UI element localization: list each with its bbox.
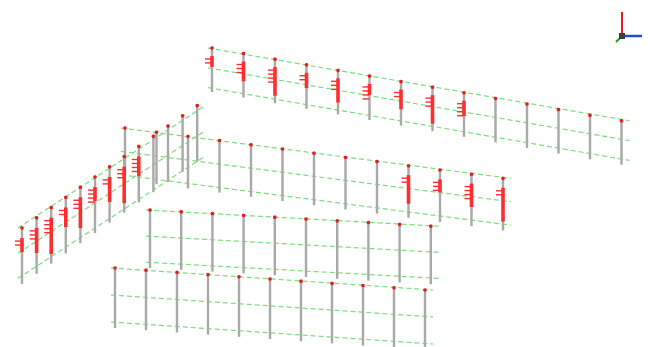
joint — [123, 126, 127, 130]
joint — [20, 226, 24, 230]
force-bar — [34, 227, 39, 254]
joint — [280, 147, 285, 151]
beam-line — [120, 150, 512, 203]
beam-line — [120, 174, 512, 226]
joint — [343, 155, 348, 160]
beam-line — [207, 47, 630, 122]
joint — [438, 168, 442, 172]
joint — [423, 288, 427, 292]
beam-line — [17, 105, 206, 229]
joint — [406, 164, 411, 168]
joint — [397, 222, 402, 227]
beam-line — [207, 87, 630, 161]
force-bar — [122, 166, 126, 204]
joint — [210, 211, 215, 216]
joint — [241, 51, 246, 56]
joint — [399, 79, 403, 84]
joint — [268, 277, 272, 281]
beam-line — [110, 294, 434, 318]
joint — [154, 130, 159, 134]
beam-line — [145, 209, 439, 227]
joint — [525, 102, 529, 106]
axis-triad-icon — [615, 12, 642, 43]
joint — [107, 165, 112, 169]
joint — [113, 266, 117, 270]
joint — [122, 154, 126, 159]
joint — [180, 114, 185, 118]
force-diagrams — [15, 55, 505, 255]
joint — [588, 113, 592, 117]
origin-marker — [619, 33, 625, 39]
beam-line — [110, 321, 434, 345]
joint — [430, 85, 435, 89]
joint — [273, 215, 277, 219]
joint — [34, 216, 39, 220]
joint — [366, 220, 371, 225]
joint — [49, 205, 53, 210]
joint — [304, 63, 309, 67]
force-bar — [273, 67, 277, 96]
joint — [64, 195, 68, 200]
joint — [312, 151, 316, 155]
joint — [392, 286, 396, 290]
joint — [249, 143, 253, 147]
force-bar — [367, 83, 372, 95]
beam-line — [17, 130, 206, 254]
force-bar — [430, 95, 435, 124]
force-bar — [241, 61, 246, 82]
joint — [237, 275, 241, 279]
joint — [299, 279, 303, 284]
force-bar — [137, 156, 141, 177]
joint — [241, 213, 246, 218]
force-bar — [399, 89, 403, 110]
joint — [206, 272, 210, 277]
force-bar — [210, 55, 214, 67]
beam-line — [120, 127, 512, 179]
joint — [93, 175, 97, 179]
joint — [367, 74, 372, 78]
joint — [556, 107, 561, 112]
joint — [273, 57, 277, 61]
beam-line — [145, 261, 439, 279]
column-lines — [20, 48, 623, 347]
force-bar — [78, 197, 83, 229]
joint — [330, 281, 334, 286]
joint — [151, 134, 156, 138]
joint — [195, 103, 199, 108]
force-bar — [501, 187, 505, 222]
joint — [210, 46, 214, 50]
joint — [361, 283, 365, 288]
joint — [493, 96, 498, 101]
joint — [501, 176, 505, 181]
joint — [186, 134, 190, 139]
force-bar — [107, 176, 112, 203]
joint — [336, 68, 340, 73]
joint — [462, 91, 466, 95]
force-bar — [406, 175, 411, 204]
joint — [179, 210, 183, 214]
joint — [335, 219, 340, 223]
beam-line — [110, 267, 434, 291]
joint — [217, 138, 222, 143]
joint — [137, 144, 141, 149]
joint — [619, 119, 624, 123]
joint — [304, 217, 308, 221]
joint — [175, 270, 179, 275]
joint — [148, 208, 152, 212]
joint — [429, 224, 433, 228]
beam-line — [145, 235, 439, 253]
joint — [78, 185, 83, 189]
force-bar — [49, 217, 53, 255]
joint — [469, 172, 474, 176]
force-bar — [336, 78, 340, 103]
force-bar — [64, 207, 68, 228]
joint — [375, 159, 379, 164]
joint — [144, 268, 148, 273]
joint — [166, 124, 170, 128]
beam-line — [17, 155, 206, 279]
joint-markers — [20, 46, 624, 292]
